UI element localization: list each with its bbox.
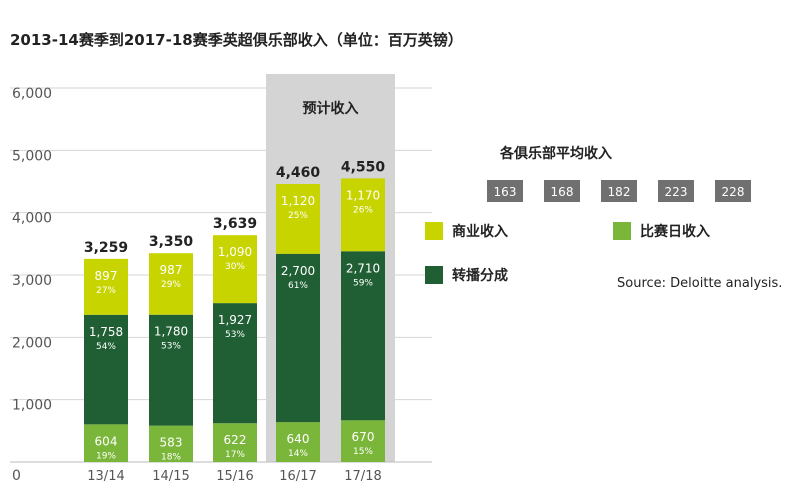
x-tick-label: 14/15 [152,469,189,484]
bar-total-label: 4,460 [276,165,321,181]
segment-value-label: 1,927 [218,313,252,327]
segment-percent-label: 59% [353,278,373,288]
legend-label: 商业收入 [452,223,508,240]
segment-value-label: 583 [160,436,183,450]
average-value-label: 163 [494,185,517,199]
bar-total-label: 3,639 [213,216,257,232]
source-note: Source: Deloitte analysis. [617,276,782,291]
y-tick-label: 4,000 [12,211,52,227]
bar-segment [213,423,257,462]
bar-segment [213,303,257,424]
legend-label: 转播分成 [452,267,508,284]
segment-value-label: 622 [224,433,247,447]
legend-swatch [425,222,443,240]
chart-title: 2013-14赛季到2017-18赛季英超俱乐部收入（单位：百万英镑） [10,31,463,49]
segment-percent-label: 54% [96,342,116,352]
segment-value-label: 1,758 [89,325,123,339]
segment-percent-label: 19% [96,451,116,461]
segment-value-label: 640 [287,432,310,446]
bar-total-label: 4,550 [341,159,386,175]
bar-segment [149,314,193,426]
segment-percent-label: 25% [288,211,308,221]
segment-percent-label: 18% [161,453,181,463]
legend-swatch [613,222,631,240]
average-value-box [601,180,637,202]
bar-segment [149,253,193,315]
average-value-label: 228 [722,185,745,199]
x-tick-label: 17/18 [344,469,381,484]
segment-percent-label: 29% [161,280,181,290]
bar-segment [341,178,385,252]
bar-segment [149,425,193,462]
average-value-box [658,180,694,202]
segment-value-label: 897 [95,269,118,283]
segment-percent-label: 53% [161,342,181,352]
average-value-label: 182 [608,185,631,199]
y-tick-label: 1,000 [12,398,52,414]
segment-value-label: 1,170 [346,188,380,202]
average-value-box [544,180,580,202]
y-tick-label: 2,000 [12,335,52,351]
segment-value-label: 1,780 [154,325,188,339]
x-tick-label: 13/14 [87,469,124,484]
average-value-label: 223 [665,185,688,199]
segment-value-label: 2,710 [346,261,380,275]
segment-value-label: 670 [352,430,375,444]
segment-value-label: 604 [95,434,118,448]
bar-total-label: 3,259 [84,240,128,256]
projection-label: 预计收入 [303,100,359,117]
bar-segment [84,424,128,462]
segment-percent-label: 26% [353,205,373,215]
average-value-box [487,180,523,202]
segment-percent-label: 27% [96,286,116,296]
segment-percent-label: 14% [288,449,308,459]
average-value-label: 168 [551,185,574,199]
x-tick-label: 16/17 [279,469,316,484]
segment-value-label: 987 [160,263,183,277]
bar-total-label: 3,350 [149,234,194,250]
segment-percent-label: 30% [225,262,245,272]
segment-value-label: 2,700 [281,264,315,278]
bar-segment [276,422,320,462]
x-tick-label: 15/16 [216,469,253,484]
y-tick-label: 3,000 [12,273,52,289]
y-tick-label: 5,000 [12,148,52,164]
bar-segment [341,420,385,462]
legend-swatch [425,266,443,284]
y-tick-label: 0 [12,468,21,484]
bar-segment [84,258,128,315]
bar-segment [276,253,320,423]
segment-value-label: 1,090 [218,245,252,259]
bar-segment [84,314,128,425]
average-title: 各俱乐部平均收入 [499,145,612,162]
bar-segment [213,235,257,304]
bar-segment [276,183,320,254]
y-tick-label: 6,000 [12,86,52,102]
segment-value-label: 1,120 [281,194,315,208]
segment-percent-label: 15% [353,447,373,457]
segment-percent-label: 17% [225,450,245,460]
segment-percent-label: 53% [225,330,245,340]
bar-segment [341,251,385,421]
legend-label: 比赛日收入 [640,223,710,240]
segment-percent-label: 61% [288,281,308,291]
average-value-box [715,180,751,202]
